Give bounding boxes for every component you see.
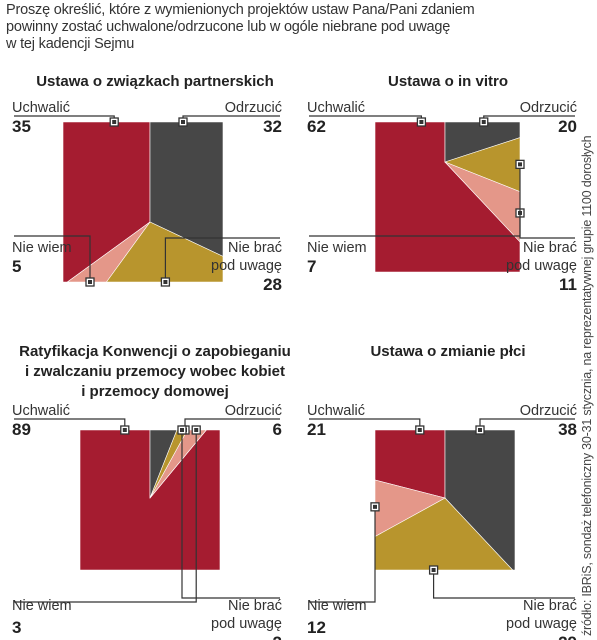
label-nie-brac-2: pod uwagę: [506, 258, 577, 274]
marker-uchwalic-dot: [419, 120, 424, 124]
slice-uchwalic: [79, 429, 221, 571]
label-nie-wiem: Nie wiem: [12, 598, 72, 614]
value-nie-brac: 2: [273, 633, 282, 640]
chart-title: i zwalczaniu przemocy wobec kobiet: [25, 363, 285, 380]
marker-uchwalic-dot: [417, 428, 422, 432]
leader-nie-brac: [164, 237, 280, 282]
value-nie-brac: 28: [263, 275, 282, 294]
value-nie-wiem: 3: [12, 618, 21, 637]
chart-title: Ustawa o in vitro: [388, 73, 508, 90]
label-nie-wiem: Nie wiem: [307, 240, 367, 256]
value-uchwalic: 89: [12, 420, 31, 439]
leader-nie-brac: [519, 164, 575, 239]
label-nie-wiem: Nie wiem: [307, 598, 367, 614]
label-nie-brac-2: pod uwagę: [506, 616, 577, 632]
marker-odrzucic-dot: [481, 120, 486, 124]
label-nie-brac-1: Nie brać: [228, 598, 282, 614]
label-nie-brac-2: pod uwagę: [211, 258, 282, 274]
chart-title: Ustawa o związkach partnerskich: [36, 73, 274, 90]
marker-odrzucic-dot: [181, 120, 185, 124]
value-odrzucic: 6: [273, 420, 282, 439]
label-odrzucic: Odrzucić: [520, 100, 577, 116]
chart-title: Ratyfikacja Konwencji o zapobieganiu: [19, 343, 291, 360]
pie-chart-3: Ratyfikacja Konwencji o zapobieganiu i zw…: [12, 343, 291, 640]
value-odrzucic: 32: [263, 117, 282, 136]
leader-nie-brac: [181, 430, 280, 599]
value-odrzucic: 20: [558, 117, 577, 136]
label-odrzucic: Odrzucić: [225, 100, 282, 116]
label-nie-wiem: Nie wiem: [12, 240, 72, 256]
value-uchwalic: 62: [307, 117, 326, 136]
marker-nie-wiem-dot: [88, 280, 92, 284]
label-uchwalic: Uchwalić: [12, 403, 70, 419]
pie-chart-1: Ustawa o związkach partnerskichUchwalić3…: [12, 73, 282, 294]
label-nie-brac-1: Nie brać: [228, 240, 282, 256]
label-uchwalic: Uchwalić: [307, 100, 365, 116]
leader-nie-wiem: [14, 235, 91, 282]
leader-nie-brac: [432, 570, 575, 599]
label-nie-brac-2: pod uwagę: [211, 616, 282, 632]
value-uchwalic: 35: [12, 117, 31, 136]
value-odrzucic: 38: [558, 420, 577, 439]
marker-nie-brac-dot: [431, 568, 436, 572]
marker-nie-wiem-dot: [194, 428, 199, 432]
chart-title: i przemocy domowej: [81, 383, 229, 400]
marker-odrzucic-dot: [478, 428, 482, 432]
marker-nie-wiem-dot: [373, 504, 377, 509]
label-uchwalic: Uchwalić: [307, 403, 365, 419]
value-nie-wiem: 5: [12, 257, 21, 276]
value-nie-wiem: 7: [307, 257, 316, 276]
question-line-2: powinny zostać uchwalone/odrzucone lub w…: [6, 19, 451, 35]
leader-nie-wiem: [14, 430, 197, 603]
label-odrzucic: Odrzucić: [225, 403, 282, 419]
label-odrzucic: Odrzucić: [520, 403, 577, 419]
question-line-1: Proszę określić, które z wymienionych pr…: [6, 2, 475, 18]
marker-nie-brac-dot: [518, 162, 522, 167]
question-text: Proszę określić, które z wymienionych pr…: [6, 2, 566, 53]
marker-nie-brac-dot: [163, 280, 168, 284]
value-nie-wiem: 12: [307, 618, 326, 637]
leader-nie-wiem: [309, 506, 376, 603]
value-nie-brac: 29: [558, 633, 577, 640]
marker-nie-brac-dot: [179, 428, 184, 432]
marker-uchwalic-dot: [122, 428, 127, 432]
question-line-3: w tej kadencji Sejmu: [6, 36, 135, 52]
chart-title: Ustawa o zmianie płci: [370, 343, 525, 360]
label-nie-brac-1: Nie brać: [523, 598, 577, 614]
label-uchwalic: Uchwalić: [12, 100, 70, 116]
marker-uchwalic-dot: [112, 120, 117, 124]
value-uchwalic: 21: [307, 420, 326, 439]
label-nie-brac-1: Nie brać: [523, 240, 577, 256]
value-nie-brac: 11: [559, 275, 577, 294]
